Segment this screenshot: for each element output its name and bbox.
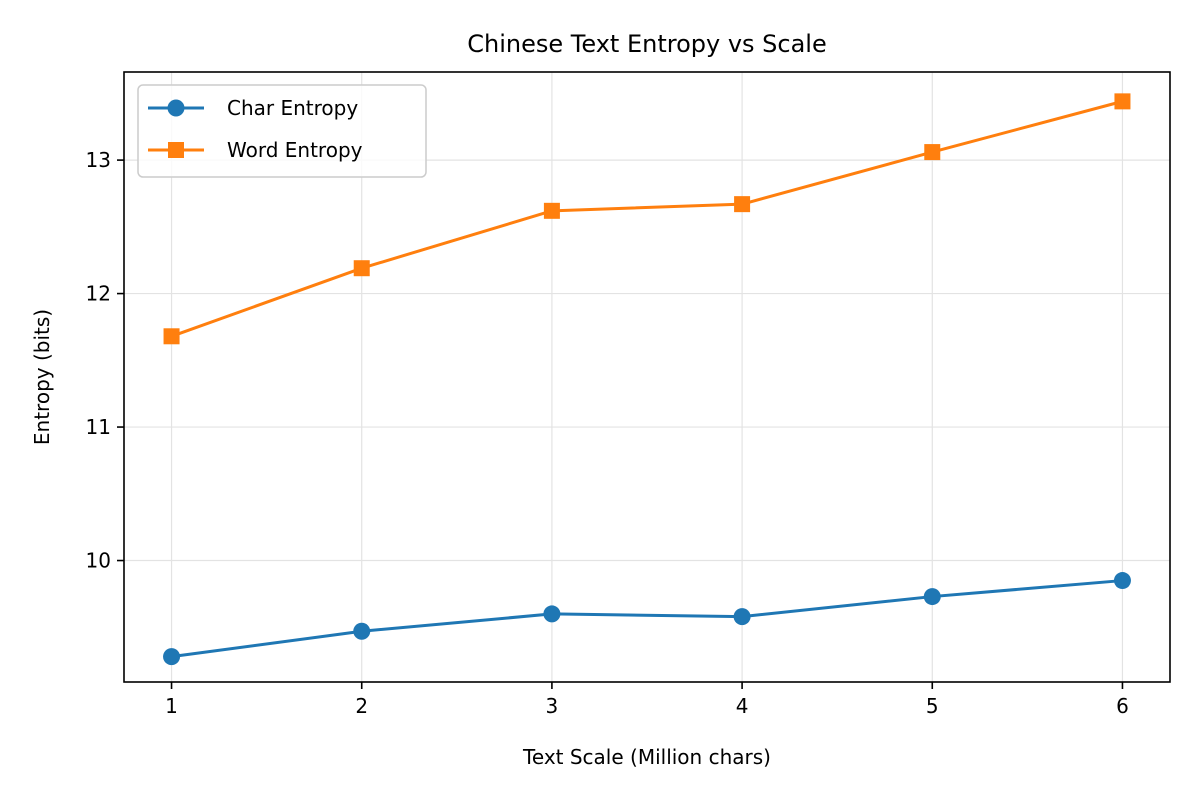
data-point-circle xyxy=(163,648,181,666)
x-tick-label: 5 xyxy=(926,694,939,718)
series-char-entropy xyxy=(163,572,1131,666)
legend-box xyxy=(137,84,427,178)
legend-item: Word Entropy xyxy=(148,138,363,162)
y-tick-label: 13 xyxy=(86,148,111,172)
x-tick-label: 2 xyxy=(355,694,368,718)
series-line xyxy=(171,579,1123,659)
legend: Char Entropy Word Entropy xyxy=(137,84,427,178)
data-point-circle xyxy=(1113,572,1131,590)
series-word-entropy xyxy=(163,93,1131,345)
y-tick-label: 12 xyxy=(86,282,111,306)
data-point-square xyxy=(163,328,180,345)
legend-marker-circle xyxy=(167,99,185,117)
data-point-circle xyxy=(543,605,561,623)
data-point-square xyxy=(1114,93,1131,110)
y-tick-label: 11 xyxy=(86,415,111,439)
y-axis-label: Entropy (bits) xyxy=(30,309,54,445)
x-tick-label: 3 xyxy=(546,694,559,718)
x-axis-label: Text Scale (Million chars) xyxy=(522,745,771,769)
x-tick-label: 1 xyxy=(165,694,178,718)
x-tick-label: 4 xyxy=(736,694,749,718)
data-point-circle xyxy=(353,622,371,640)
series-layer xyxy=(163,93,1131,666)
data-point-square xyxy=(924,144,941,161)
series-line xyxy=(171,99,1123,338)
plot-frame xyxy=(123,71,1171,683)
data-point-square xyxy=(734,196,751,213)
legend-marker-square xyxy=(168,142,184,158)
data-point-square xyxy=(353,260,370,277)
y-tick-label: 10 xyxy=(86,549,111,573)
chart-title: Chinese Text Entropy vs Scale xyxy=(467,30,826,58)
x-tick-label: 6 xyxy=(1116,694,1129,718)
data-point-square xyxy=(543,202,560,219)
grid xyxy=(124,72,1170,682)
data-point-circle xyxy=(923,588,941,606)
legend-label: Word Entropy xyxy=(227,138,363,162)
legend-label: Char Entropy xyxy=(227,96,358,120)
data-point-circle xyxy=(733,608,751,626)
legend-item: Char Entropy xyxy=(148,96,358,120)
